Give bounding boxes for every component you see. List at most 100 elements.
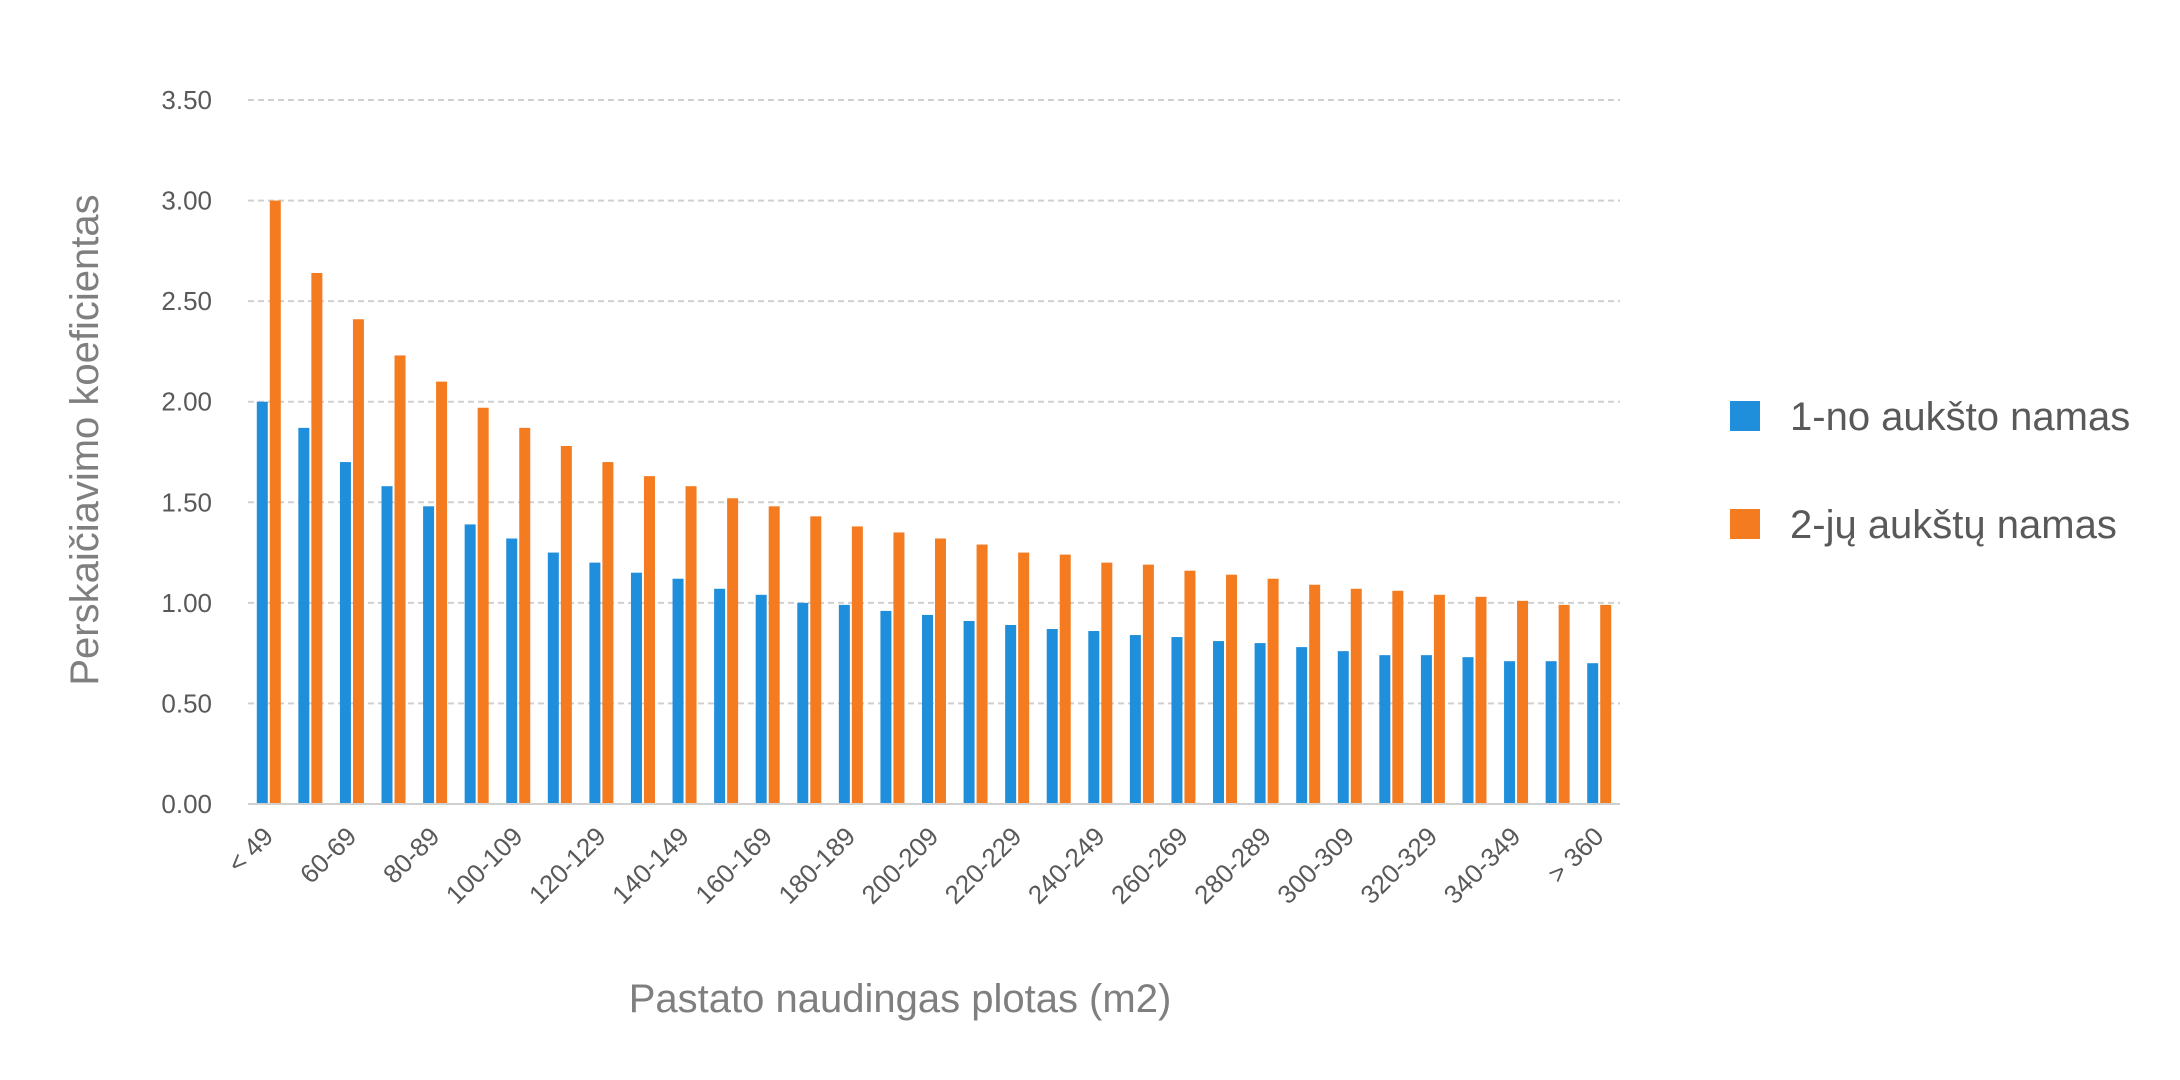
x-tick-label: 220-229 (939, 821, 1028, 910)
legend-label-1: 1-no aukšto namas (1790, 395, 2130, 439)
bars (256, 200, 1612, 805)
bar-series-2 (1392, 590, 1404, 804)
bar-series-1 (672, 578, 684, 804)
bar-series-2 (1309, 584, 1321, 804)
bar-series-1 (797, 602, 809, 804)
bar-series-1 (1587, 663, 1599, 804)
bar-series-2 (1433, 594, 1445, 804)
gridlines (248, 99, 1620, 705)
bar-series-2 (1142, 564, 1154, 804)
x-axis-title: Pastato naudingas plotas (m2) (629, 977, 1172, 1021)
bar-series-2 (1475, 596, 1487, 804)
bar-series-2 (1600, 604, 1612, 804)
bar-series-2 (1184, 570, 1196, 804)
bar-series-1 (838, 604, 850, 804)
bar-series-2 (810, 516, 822, 804)
bar-series-1 (381, 486, 393, 804)
legend: 1-no aukšto namas 2-jų aukštų namas (1730, 395, 2130, 547)
x-tick-label: 60-69 (294, 821, 362, 889)
bar-series-1 (1171, 637, 1183, 804)
bar-series-2 (727, 498, 739, 804)
bar-series-2 (976, 544, 988, 804)
x-tick-label: 100-109 (440, 821, 529, 910)
bar-series-1 (880, 610, 892, 804)
bar-series-2 (1059, 554, 1071, 804)
bar-series-2 (935, 538, 946, 804)
y-tick-labels: 0.00 0.50 1.00 1.50 2.00 2.50 3.00 3.50 (161, 85, 212, 819)
bar-series-1 (339, 462, 351, 804)
bar-series-1 (1545, 661, 1557, 804)
x-tick-label: 260-269 (1105, 821, 1194, 910)
bar-series-1 (1005, 624, 1017, 804)
legend-label-2: 2-jų aukštų namas (1790, 503, 2117, 547)
bar-series-1 (1462, 657, 1474, 804)
x-tick-label: > 360 (1542, 821, 1610, 889)
y-tick-label: 3.50 (161, 85, 212, 115)
x-tick-label: 340-349 (1438, 821, 1527, 910)
bar-series-2 (685, 486, 697, 804)
bar-series-2 (436, 381, 448, 804)
bar-series-1 (755, 594, 767, 804)
bar-series-1 (1337, 651, 1349, 804)
bar-series-1 (963, 620, 975, 804)
bar-series-1 (922, 614, 933, 804)
bar-series-1 (1213, 641, 1225, 804)
bar-series-1 (1420, 655, 1432, 804)
y-tick-label: 3.00 (161, 186, 212, 216)
bar-series-1 (506, 538, 518, 804)
bar-series-2 (1558, 604, 1570, 804)
x-tick-label: 140-149 (606, 821, 695, 910)
bar-series-1 (714, 588, 726, 804)
bar-series-1 (1088, 631, 1100, 804)
x-tick-label: 160-169 (689, 821, 778, 910)
bar-series-2 (311, 272, 323, 804)
x-tick-label: 300-309 (1271, 821, 1360, 910)
bar-series-2 (269, 200, 281, 805)
bar-series-2 (768, 506, 780, 804)
y-tick-label: 1.00 (161, 588, 212, 618)
bar-series-2 (602, 462, 614, 804)
bar-series-1 (630, 572, 642, 804)
bar-series-2 (1267, 578, 1279, 804)
y-tick-label: 1.50 (161, 487, 212, 517)
bar-series-1 (423, 506, 435, 804)
bar-series-2 (643, 476, 655, 804)
bar-series-2 (352, 319, 364, 804)
x-tick-label: 280-289 (1188, 821, 1277, 910)
bar-series-2 (1018, 552, 1030, 804)
x-tick-label: 180-189 (772, 821, 861, 910)
bar-series-1 (298, 427, 310, 804)
x-tick-label: 200-209 (856, 821, 945, 910)
bar-series-1 (464, 524, 476, 804)
bar-series-1 (1379, 655, 1391, 804)
y-tick-label: 0.50 (161, 688, 212, 718)
y-axis-title: Perskaičiavimo koeficientas (63, 194, 107, 685)
bar-series-1 (256, 401, 268, 804)
bar-series-2 (893, 532, 905, 804)
bar-series-1 (1254, 643, 1266, 804)
x-tick-label: 80-89 (377, 821, 445, 889)
x-tick-labels: < 49 60-69 80-89100-109120-129140-149160-1… (222, 821, 1610, 910)
y-tick-label: 0.00 (161, 789, 212, 819)
bar-series-1 (1296, 647, 1308, 804)
bar-series-1 (1046, 629, 1058, 804)
x-tick-label: 320-329 (1354, 821, 1443, 910)
bar-series-2 (1517, 600, 1529, 804)
bar-series-2 (519, 427, 531, 804)
bar-series-2 (394, 355, 406, 804)
legend-swatch-1 (1730, 401, 1760, 431)
y-tick-label: 2.50 (161, 286, 212, 316)
x-tick-label: 120-129 (523, 821, 612, 910)
bar-series-2 (560, 445, 572, 804)
bar-series-1 (589, 562, 601, 804)
bar-series-2 (1350, 588, 1362, 804)
bar-series-1 (547, 552, 559, 804)
bar-series-1 (1504, 661, 1516, 804)
y-tick-label: 2.00 (161, 387, 212, 417)
x-tick-label: 240-249 (1022, 821, 1111, 910)
bar-series-2 (851, 526, 863, 804)
legend-swatch-2 (1730, 509, 1760, 539)
bar-series-1 (1129, 635, 1141, 804)
bar-series-2 (1226, 574, 1238, 804)
